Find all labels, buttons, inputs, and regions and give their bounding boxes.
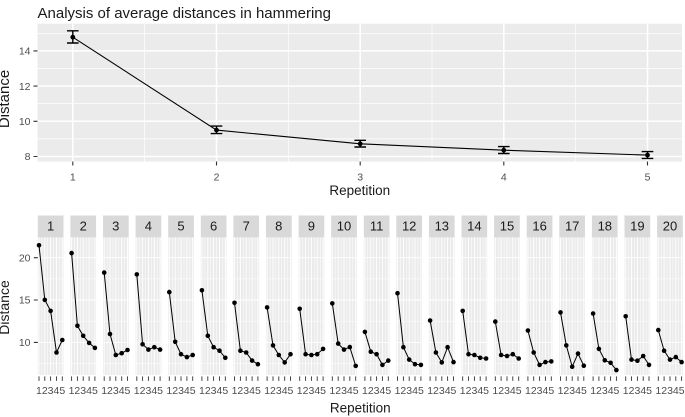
svg-text:14: 14 (19, 46, 31, 58)
svg-text:10: 10 (19, 337, 31, 349)
svg-text:1: 1 (47, 219, 54, 234)
svg-text:10: 10 (19, 116, 31, 128)
svg-text:12345: 12345 (460, 385, 489, 397)
svg-text:12345: 12345 (166, 385, 195, 397)
svg-text:12345: 12345 (36, 385, 65, 397)
svg-text:9: 9 (308, 219, 315, 234)
svg-text:20: 20 (663, 219, 677, 234)
svg-text:12345: 12345 (492, 385, 521, 397)
svg-text:4: 4 (501, 172, 507, 184)
svg-text:12345: 12345 (264, 385, 293, 397)
svg-text:19: 19 (630, 219, 644, 234)
svg-text:5: 5 (177, 219, 184, 234)
svg-text:12345: 12345 (101, 385, 130, 397)
svg-text:Repetition: Repetition (330, 401, 391, 416)
svg-text:Analysis of average distances: Analysis of average distances in hammeri… (38, 5, 331, 22)
svg-text:17: 17 (565, 219, 579, 234)
svg-text:12345: 12345 (134, 385, 163, 397)
svg-text:Repetition: Repetition (329, 183, 390, 198)
svg-text:12345: 12345 (232, 385, 261, 397)
svg-text:20: 20 (19, 252, 31, 264)
svg-text:12345: 12345 (297, 385, 326, 397)
svg-text:14: 14 (467, 219, 481, 234)
svg-text:13: 13 (435, 219, 449, 234)
svg-text:15: 15 (19, 295, 31, 307)
svg-text:6: 6 (210, 219, 217, 234)
svg-text:3: 3 (112, 219, 119, 234)
svg-text:8: 8 (275, 219, 282, 234)
svg-text:2: 2 (214, 172, 220, 184)
svg-text:2: 2 (80, 219, 87, 234)
svg-text:12345: 12345 (623, 385, 652, 397)
svg-text:10: 10 (337, 219, 351, 234)
svg-text:12345: 12345 (590, 385, 619, 397)
svg-text:12345: 12345 (395, 385, 424, 397)
svg-text:12345: 12345 (329, 385, 358, 397)
svg-text:18: 18 (598, 219, 612, 234)
svg-text:16: 16 (532, 219, 546, 234)
svg-text:12345: 12345 (525, 385, 554, 397)
svg-text:5: 5 (645, 172, 651, 184)
svg-text:12345: 12345 (655, 385, 684, 397)
svg-text:12345: 12345 (69, 385, 98, 397)
svg-text:12345: 12345 (199, 385, 228, 397)
svg-text:4: 4 (145, 219, 152, 234)
svg-text:12345: 12345 (427, 385, 456, 397)
svg-text:12: 12 (19, 81, 31, 93)
svg-text:11: 11 (370, 219, 384, 234)
svg-text:Distance: Distance (0, 70, 13, 128)
svg-text:1: 1 (70, 172, 76, 184)
svg-text:7: 7 (243, 219, 250, 234)
svg-text:12345: 12345 (558, 385, 587, 397)
svg-text:8: 8 (25, 151, 31, 163)
svg-text:12345: 12345 (362, 385, 391, 397)
svg-text:Distance: Distance (0, 280, 12, 335)
svg-text:3: 3 (357, 172, 363, 184)
svg-text:15: 15 (500, 219, 514, 234)
svg-text:12: 12 (402, 219, 416, 234)
